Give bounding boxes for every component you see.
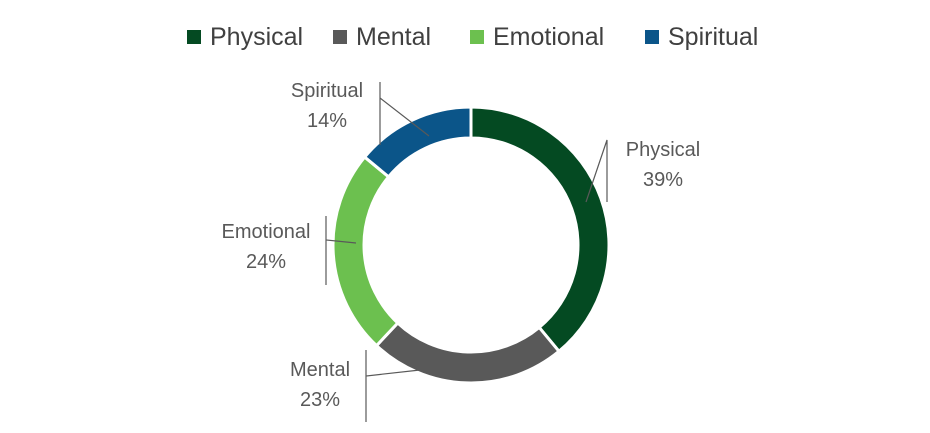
legend-item-physical: Physical — [187, 23, 303, 51]
data-label-name-spiritual: Spiritual — [291, 80, 363, 102]
slice-spiritual — [362, 105, 473, 179]
leader-line-mental — [365, 350, 421, 422]
legend-item-spiritual: Spiritual — [645, 23, 758, 51]
slice-physical — [469, 105, 611, 354]
slice-mental — [374, 320, 562, 385]
data-label-value-mental: 23% — [300, 389, 340, 411]
chart-legend: Physical Mental Emotional Spiritual — [187, 23, 758, 51]
data-label-value-physical: 39% — [643, 169, 683, 191]
leader-line-physical — [585, 139, 608, 203]
legend-swatch-mental — [333, 30, 347, 44]
legend-label-physical: Physical — [210, 23, 303, 51]
legend-swatch-spiritual — [645, 30, 659, 44]
data-label-spiritual: Spiritual 14% — [291, 80, 363, 132]
leader-line-spiritual — [379, 82, 430, 145]
legend-label-spiritual: Spiritual — [668, 23, 758, 51]
data-labels: Physical 39% Mental 23% Emotional 24% Spiritua… — [222, 80, 701, 411]
data-label-name-mental: Mental — [290, 359, 350, 381]
legend-label-emotional: Emotional — [493, 23, 604, 51]
data-label-value-spiritual: 14% — [307, 110, 347, 132]
data-label-name-physical: Physical — [626, 139, 700, 161]
legend-item-mental: Mental — [333, 23, 431, 51]
data-label-name-emotional: Emotional — [222, 221, 311, 243]
slice-emotional — [331, 154, 400, 348]
legend-swatch-emotional — [470, 30, 484, 44]
legend-label-mental: Mental — [356, 23, 431, 51]
legend-item-emotional: Emotional — [470, 23, 604, 51]
data-label-leader-lines — [325, 82, 608, 422]
data-label-physical: Physical 39% — [626, 139, 700, 191]
data-label-value-emotional: 24% — [246, 251, 286, 273]
doughnut-slices — [331, 105, 611, 385]
data-label-emotional: Emotional 24% — [222, 221, 311, 273]
legend-swatch-physical — [187, 30, 201, 44]
data-label-mental: Mental 23% — [290, 359, 350, 411]
leader-line-emotional — [325, 216, 357, 285]
